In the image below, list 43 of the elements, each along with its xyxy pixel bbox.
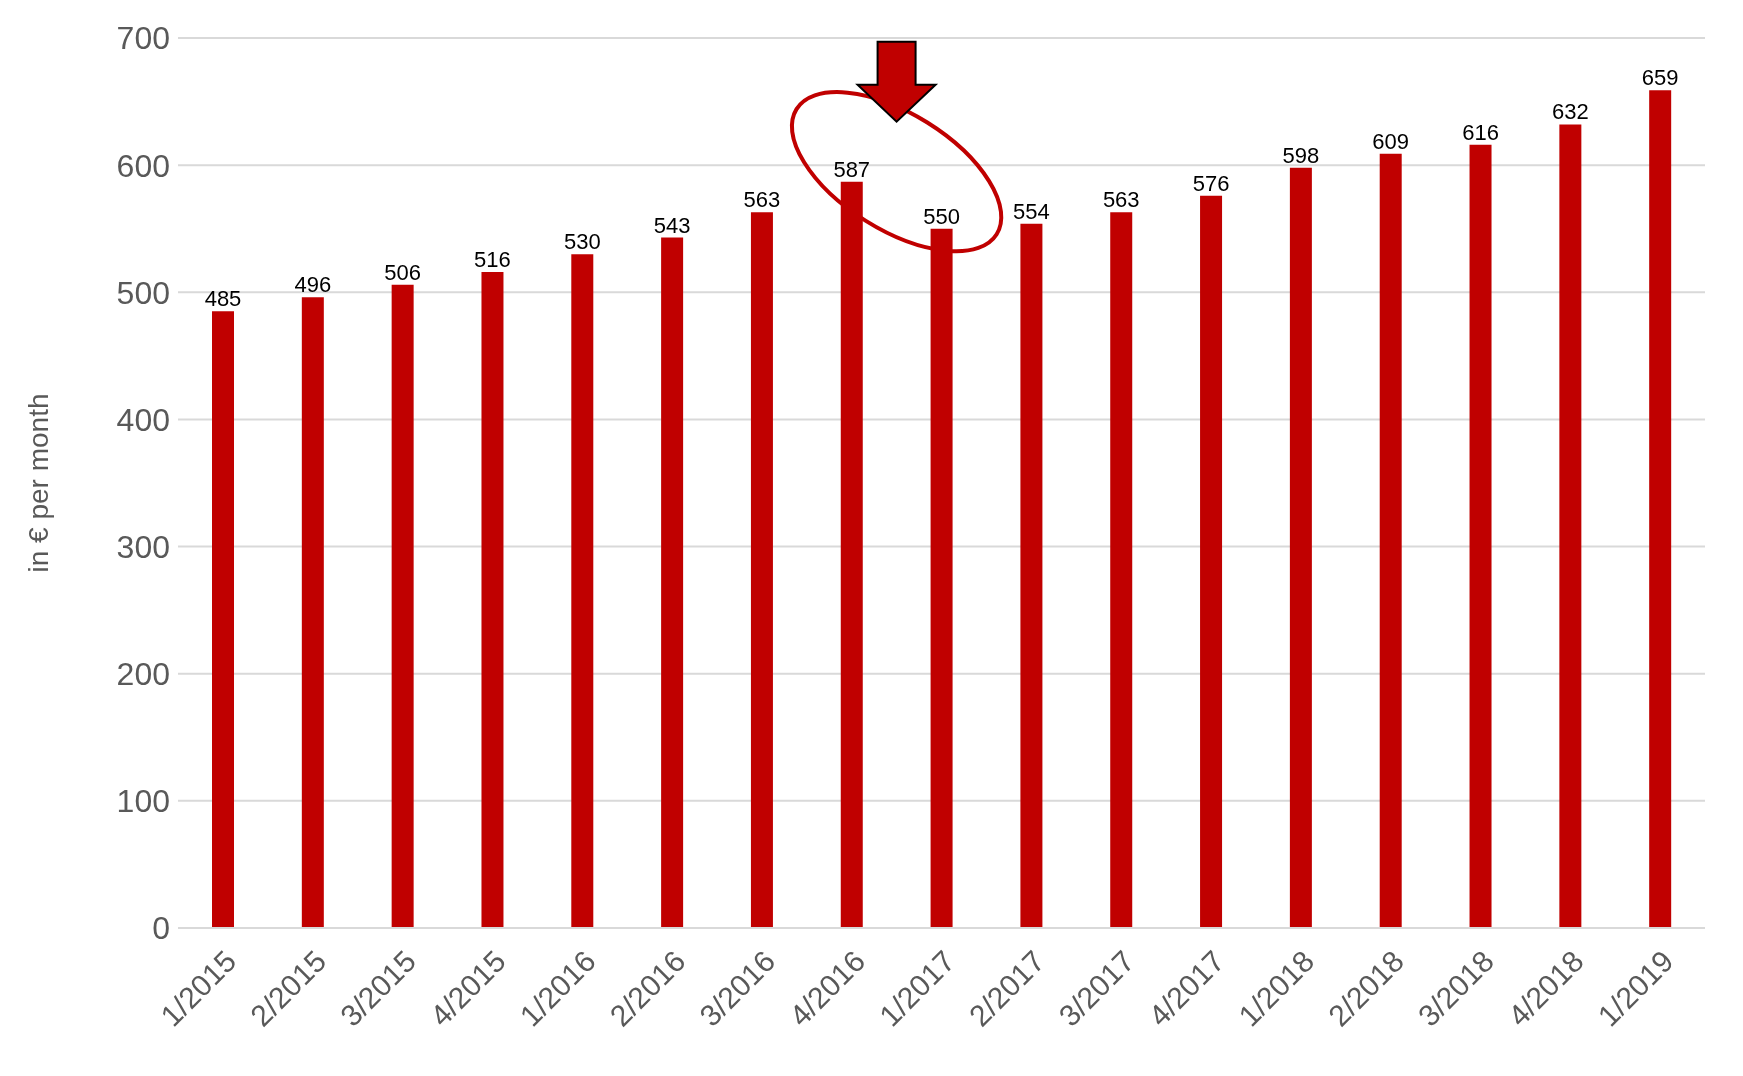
bar	[840, 181, 863, 928]
data-label: 587	[833, 156, 871, 182]
bar	[212, 311, 234, 928]
bar	[1289, 167, 1312, 928]
bar	[1110, 212, 1133, 928]
bar	[391, 284, 414, 928]
bar	[930, 228, 953, 928]
data-label: 516	[474, 246, 511, 272]
data-label: 496	[294, 272, 332, 298]
data-label: 616	[1462, 119, 1499, 145]
data-label: 609	[1372, 128, 1410, 154]
bar	[1469, 144, 1492, 928]
bar	[1559, 124, 1582, 928]
bar	[1200, 195, 1223, 928]
y-tick-label: 700	[116, 20, 170, 57]
data-label: 530	[563, 229, 601, 255]
bar	[571, 254, 594, 928]
bar	[481, 271, 504, 928]
bar	[1020, 223, 1043, 928]
bar	[750, 212, 773, 928]
data-label: 563	[743, 187, 781, 213]
y-axis-title: in € per month	[22, 393, 54, 573]
data-label: 563	[1102, 187, 1140, 213]
y-tick-label: 200	[116, 656, 170, 693]
data-label: 506	[384, 259, 422, 285]
data-label: 543	[653, 212, 691, 238]
y-tick-label: 500	[116, 274, 170, 311]
y-tick-label: 0	[152, 910, 170, 947]
bar	[1379, 153, 1402, 928]
data-label: 485	[204, 286, 242, 312]
bar	[1649, 90, 1672, 928]
y-tick-label: 400	[116, 401, 170, 438]
y-tick-label: 100	[116, 783, 170, 820]
data-label: 550	[923, 203, 960, 229]
data-label: 632	[1551, 99, 1589, 125]
y-tick-label: 300	[116, 528, 170, 565]
data-label: 659	[1641, 65, 1679, 91]
y-tick-label: 600	[116, 147, 170, 184]
data-label: 598	[1282, 142, 1320, 168]
data-label: 576	[1192, 170, 1230, 196]
data-label: 554	[1013, 198, 1050, 224]
bar	[301, 297, 324, 928]
bar	[661, 237, 684, 928]
